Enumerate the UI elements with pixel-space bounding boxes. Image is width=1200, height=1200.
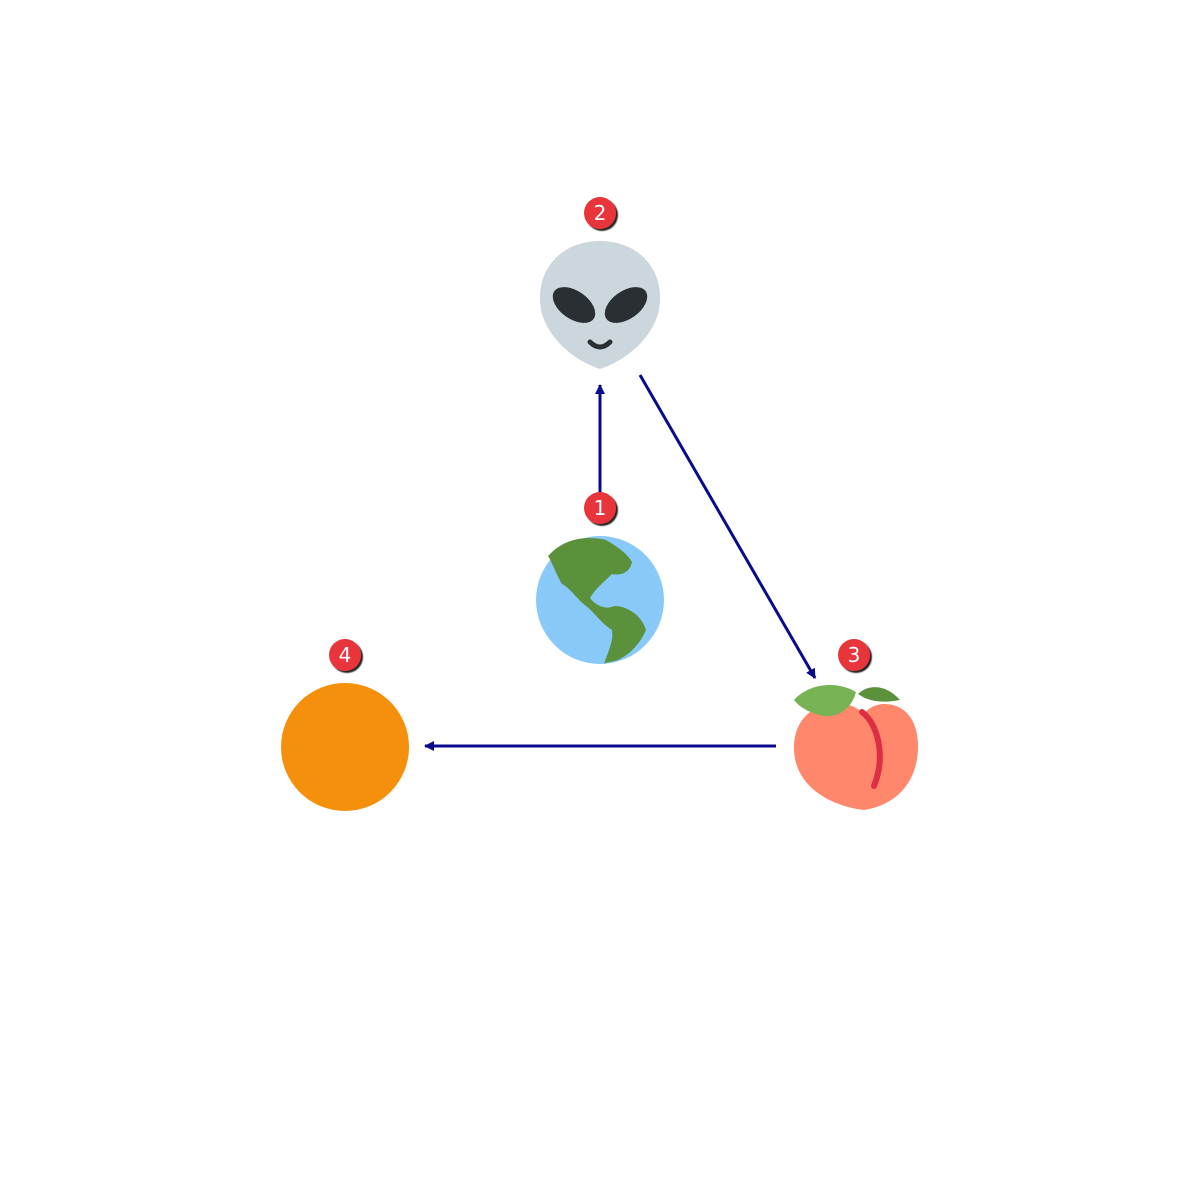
badge-3-label: 3	[848, 643, 861, 667]
node-earth: 1	[536, 492, 664, 664]
earth-americas-icon	[536, 536, 664, 664]
alien-icon	[539, 241, 661, 369]
badge-4-label: 4	[339, 643, 352, 667]
node-peach: 3	[794, 639, 918, 810]
badge-2: 2	[584, 197, 616, 229]
badge-3: 3	[838, 639, 870, 671]
badge-2-label: 2	[594, 201, 607, 225]
node-alien: 2	[539, 197, 661, 369]
badge-4: 4	[329, 639, 361, 671]
badge-1: 1	[584, 492, 616, 524]
edge-alien-to-peach	[638, 374, 817, 679]
edges	[424, 374, 817, 751]
peach-icon	[794, 685, 918, 810]
node-orange-circle: 4	[281, 639, 409, 811]
badge-1-label: 1	[594, 496, 607, 520]
orange-circle-icon	[281, 683, 409, 811]
